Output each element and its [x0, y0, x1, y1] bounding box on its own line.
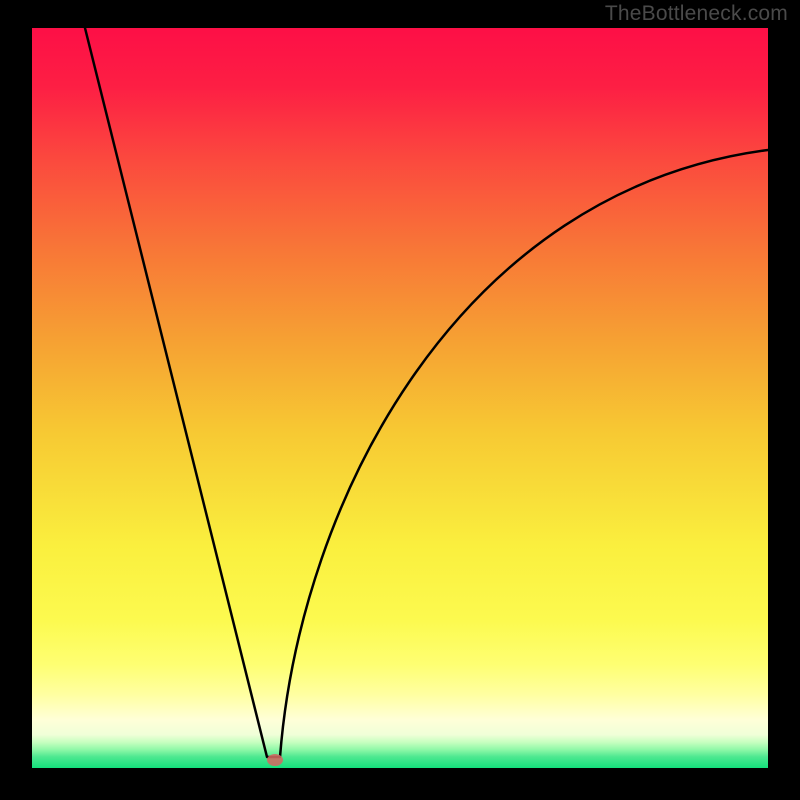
bottleneck-chart: [0, 0, 800, 800]
watermark-text: TheBottleneck.com: [605, 2, 788, 26]
optimal-marker: [267, 754, 283, 766]
chart-container: TheBottleneck.com: [0, 0, 800, 800]
